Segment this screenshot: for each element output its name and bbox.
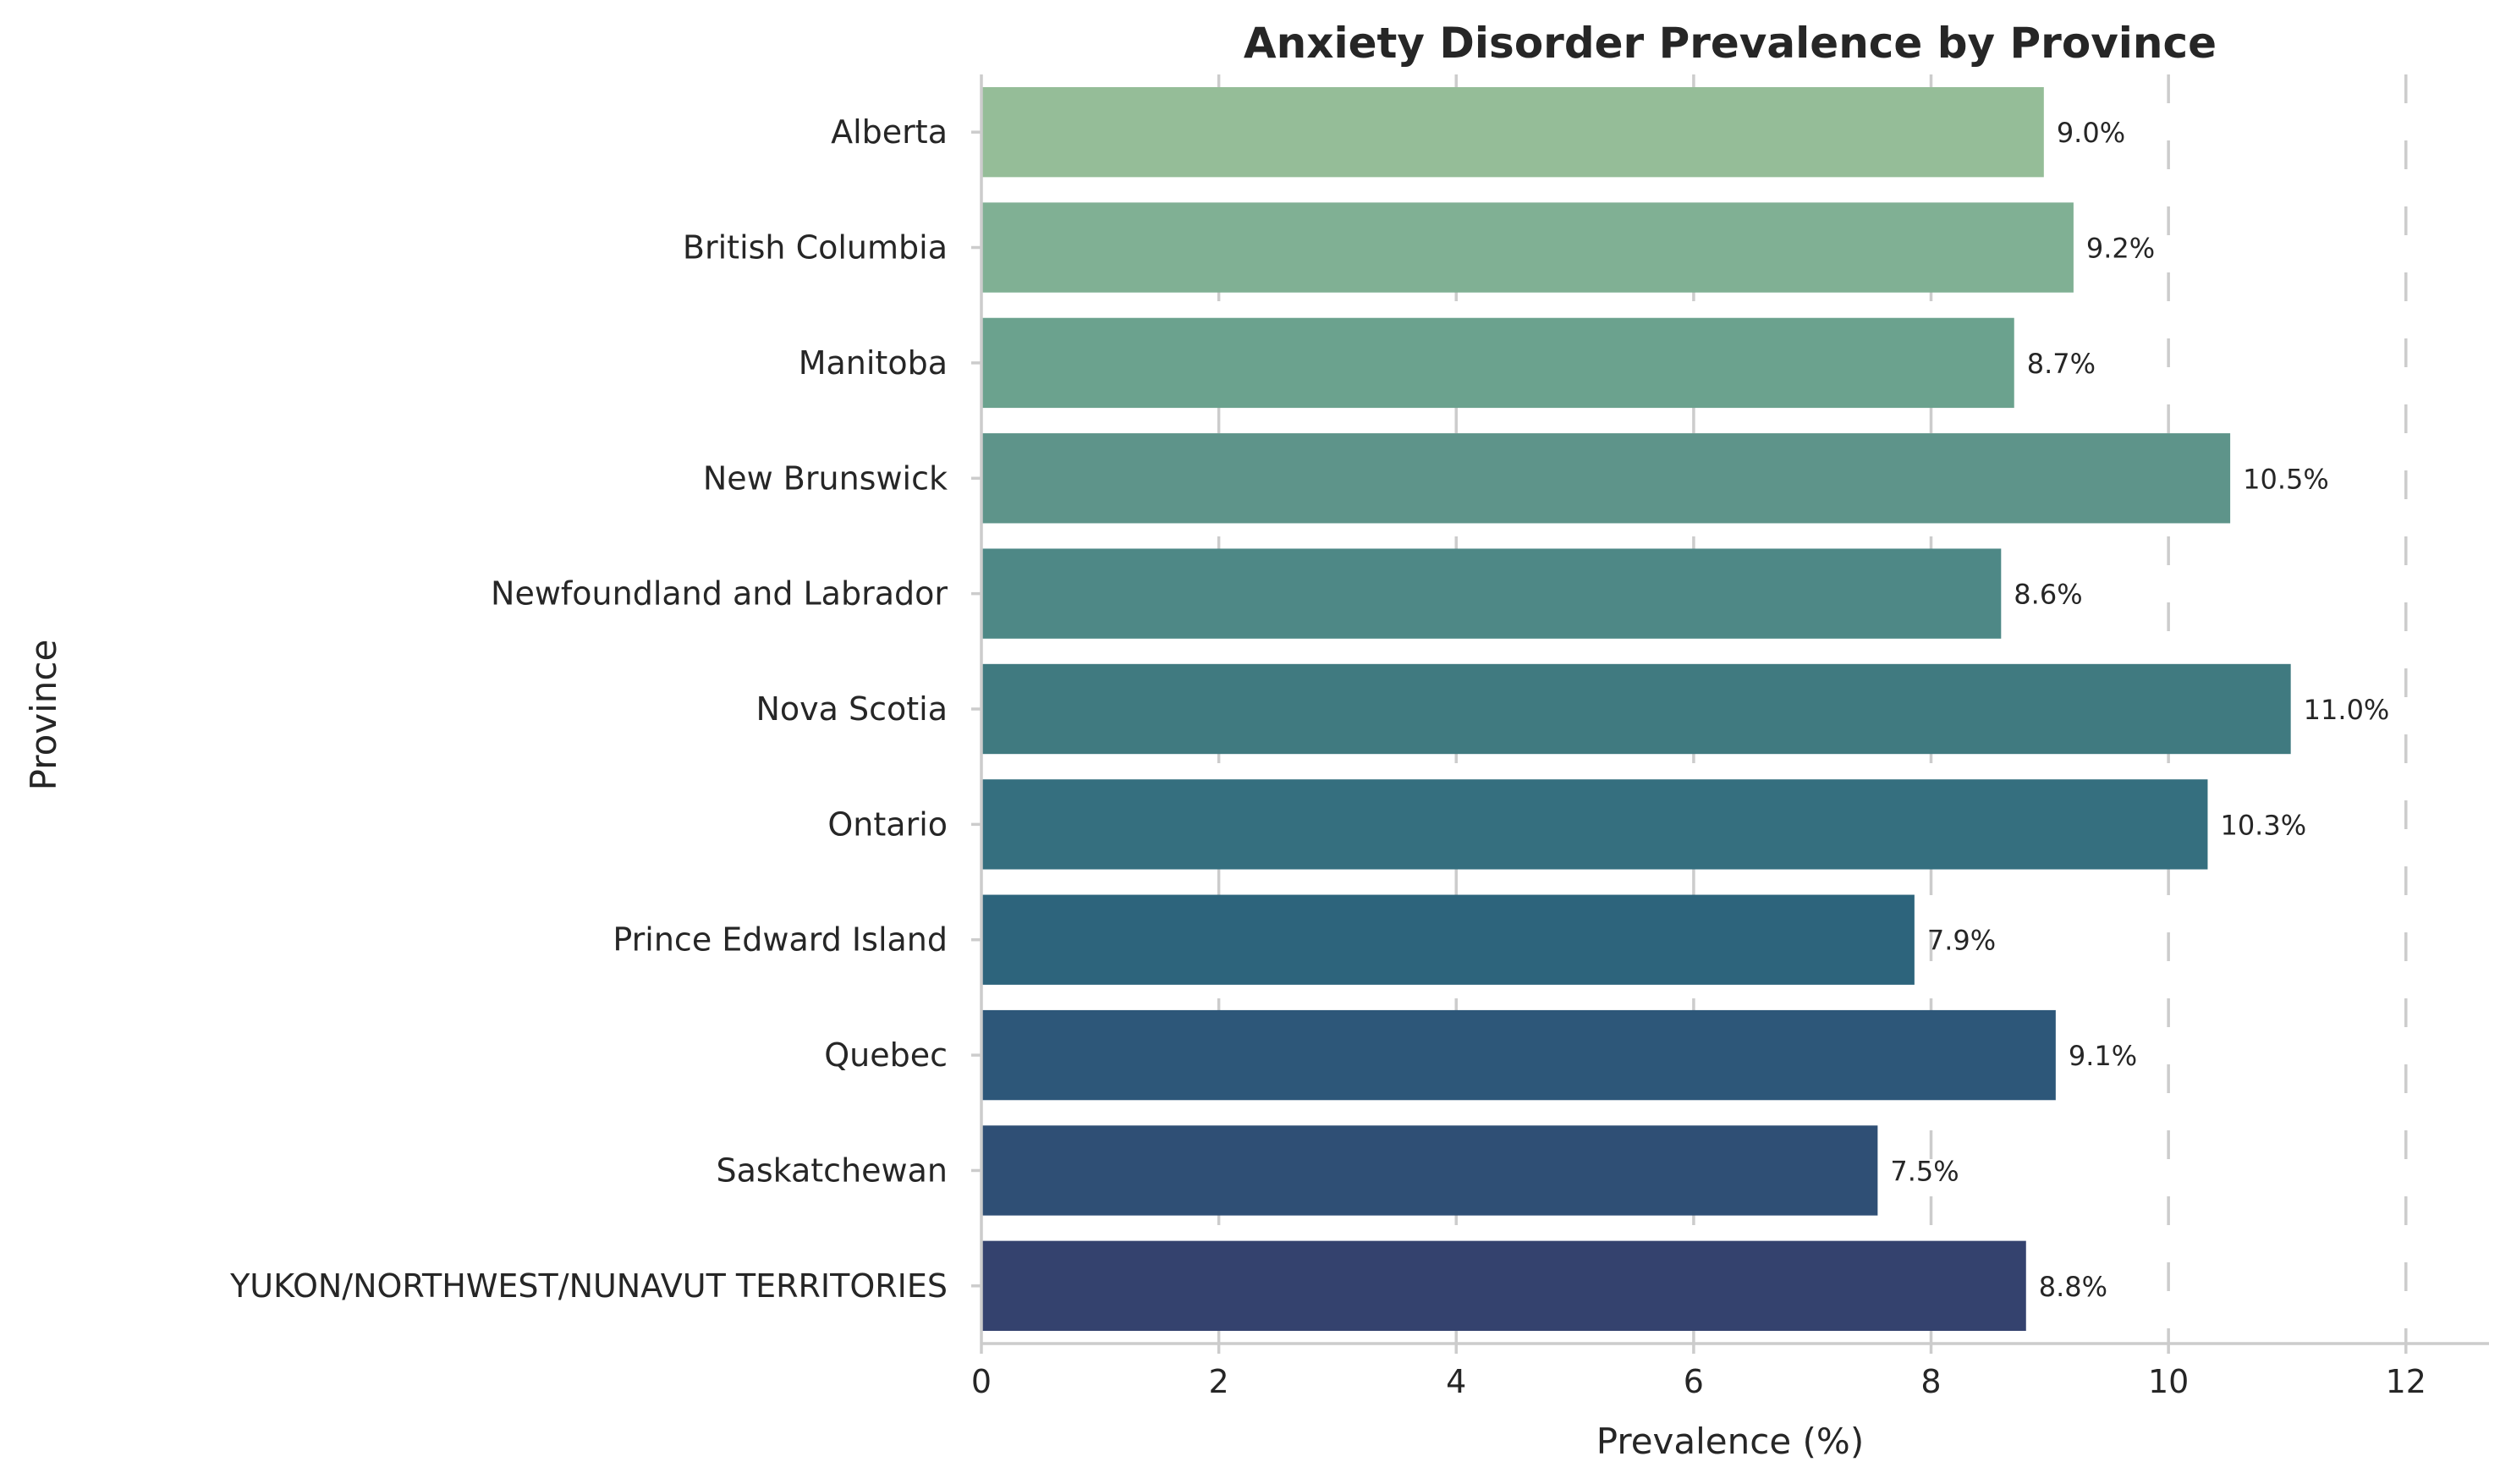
value-label: 9.2% — [2086, 233, 2155, 265]
y-axis-label: Province — [23, 640, 64, 791]
y-tick-label: British Columbia — [683, 229, 948, 267]
x-tick-label-10: 10 — [2148, 1363, 2189, 1400]
value-label: 8.7% — [2027, 348, 2096, 380]
value-label: 7.5% — [1890, 1155, 1959, 1187]
bar-prince-edward-island — [981, 894, 1915, 985]
value-label: 7.9% — [1927, 925, 1996, 957]
x-axis-label: Prevalence (%) — [1596, 1421, 1864, 1462]
value-label: 11.0% — [2304, 694, 2390, 726]
x-tick-label-0: 0 — [971, 1363, 992, 1400]
y-tick-label: YUKON/NORTHWEST/NUNAVUT TERRITORIES — [229, 1267, 948, 1305]
bar-nova-scotia — [981, 663, 2291, 755]
y-tick-label: Saskatchewan — [716, 1151, 948, 1189]
y-tick-label: Alberta — [831, 113, 948, 151]
x-tick-label-2: 2 — [1209, 1363, 1229, 1400]
x-tick-label-4: 4 — [1446, 1363, 1466, 1400]
y-tick-label: Newfoundland and Labrador — [491, 575, 948, 613]
bar-ontario — [981, 779, 2208, 870]
chart-title: Anxiety Disorder Prevalence by Province — [1244, 19, 2217, 68]
bar-manitoba — [981, 317, 2014, 409]
value-labels: 9.0% 9.2% 8.7% 10.5% 8.6% 11.0% 10.3% 7.9% 9.1% 7… — [1890, 117, 2389, 1303]
value-label: 9.1% — [2069, 1040, 2137, 1072]
bar-british-columbia — [981, 202, 2074, 293]
axes: 0 2 4 6 8 10 12 Alberta British Columbia Manitoba… — [229, 74, 2489, 1400]
bar-quebec — [981, 1009, 2056, 1101]
bar-new-brunswick — [981, 433, 2231, 524]
x-tick-label-8: 8 — [1920, 1363, 1941, 1400]
y-tick-label: Ontario — [827, 805, 948, 843]
bar-newfoundland-and-labrador — [981, 548, 2002, 639]
bar-saskatchewan — [981, 1125, 1878, 1216]
value-label: 9.0% — [2057, 117, 2125, 149]
value-label: 10.5% — [2243, 463, 2329, 495]
x-tick-label-12: 12 — [2386, 1363, 2426, 1400]
value-label: 8.6% — [2014, 579, 2082, 611]
y-tick-label: Manitoba — [799, 344, 948, 382]
y-tick-label: Prince Edward Island — [613, 921, 948, 959]
bar-alberta — [981, 87, 2044, 178]
y-tick-label: Quebec — [824, 1036, 948, 1074]
bar-yukon-northwest-nunavut-territories — [981, 1240, 2026, 1331]
x-tick-label-6: 6 — [1684, 1363, 1704, 1400]
bars — [981, 87, 2291, 1331]
y-tick-label: Nova Scotia — [755, 690, 948, 728]
y-tick-label: New Brunswick — [703, 459, 948, 497]
value-label: 8.8% — [2039, 1271, 2107, 1303]
value-label: 10.3% — [2220, 809, 2306, 841]
